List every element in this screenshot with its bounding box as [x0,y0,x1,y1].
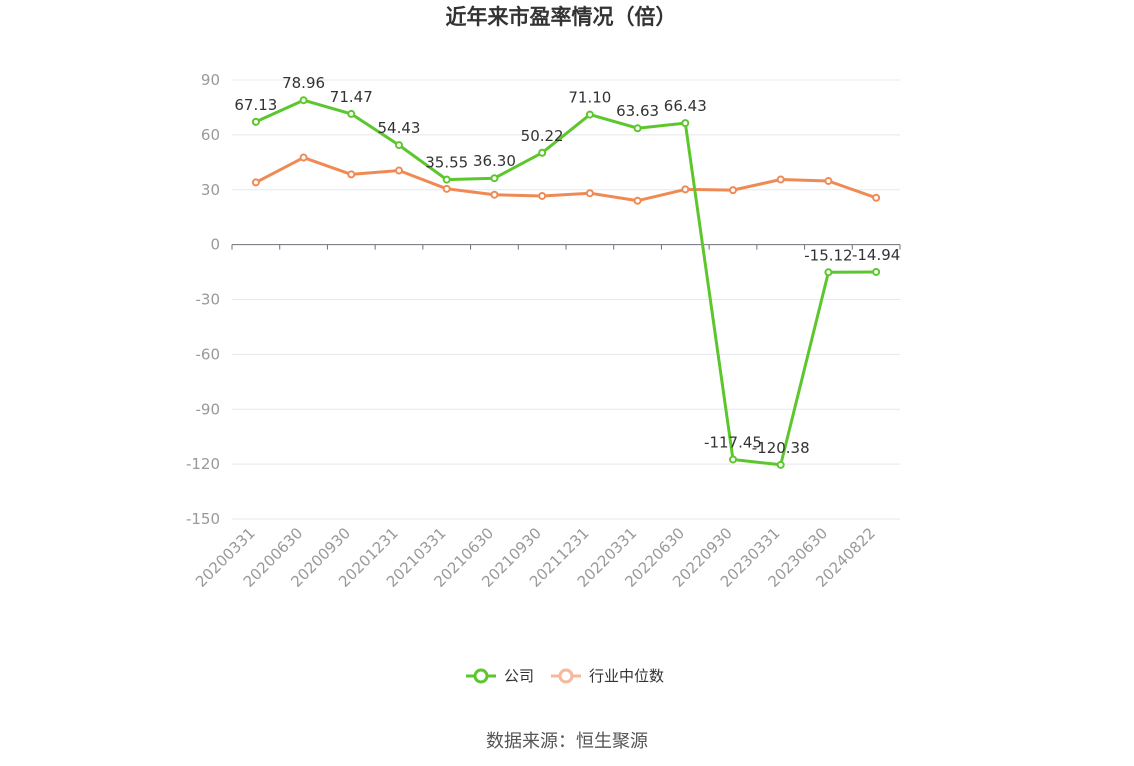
data-label: -15.12 [804,246,852,264]
grid-lines [232,79,900,520]
data-label: -117.45 [704,433,762,451]
y-tick-label: -120 [186,455,220,473]
y-tick-label: 0 [210,236,220,254]
data-label: 35.55 [425,154,468,172]
data-point [251,178,260,187]
data-point [633,196,642,205]
y-tick-label: -90 [196,400,221,418]
series-line-0 [255,98,877,467]
data-point [824,176,833,185]
y-axis: 90 60 30 0 -30 -60 -90 -120 -150 [186,71,220,528]
data-label: 71.47 [330,88,373,106]
data-point [251,117,260,126]
series-line-1 [255,156,877,203]
data-point [585,110,594,119]
y-tick-label: 90 [201,71,220,89]
data-label: 36.30 [473,152,516,170]
data-label: 71.10 [568,89,611,107]
data-point [633,124,642,133]
y-tick-label: 30 [201,181,220,199]
data-point [681,185,690,194]
data-point [347,109,356,118]
data-label: -120.38 [752,439,810,457]
data-point [729,455,737,464]
legend-item-0[interactable]: 公司 [466,667,534,685]
legend[interactable]: 公司 行业中位数 [466,667,664,685]
chart-title: 近年来市盈率情况（倍） [446,5,677,29]
data-point [442,175,451,184]
data-label: -14.94 [852,246,900,264]
y-tick-label: 60 [201,126,220,144]
data-point [824,268,833,277]
data-source-note: 数据来源：恒生聚源 [486,731,648,752]
data-point [395,141,403,150]
data-point [872,193,881,202]
data-point [490,174,499,183]
legend-label: 公司 [504,667,534,685]
data-point [490,190,499,199]
data-label: 50.22 [521,127,564,145]
data-point [776,460,785,469]
data-point [585,189,594,198]
data-point [776,175,785,184]
data-label: 66.43 [664,97,707,115]
data-label: 54.43 [378,119,421,137]
data-point [729,186,737,195]
legend-item-1[interactable]: 行业中位数 [551,667,664,685]
y-tick-label: -30 [196,291,221,309]
data-point [347,170,356,179]
y-tick-label: -150 [186,510,220,528]
data-point [538,148,547,157]
data-point [872,267,881,276]
data-label: 63.63 [616,102,659,120]
legend-marker [473,668,489,684]
data-point [442,184,451,193]
y-tick-label: -60 [196,345,221,363]
data-point [299,96,308,105]
legend-marker [558,668,574,684]
data-label: 67.13 [234,96,277,114]
data-label: 78.96 [282,74,325,92]
data-point [538,191,547,200]
legend-label: 行业中位数 [589,667,664,685]
data-point [299,153,308,162]
data-point [681,119,690,128]
data-point [395,166,403,175]
